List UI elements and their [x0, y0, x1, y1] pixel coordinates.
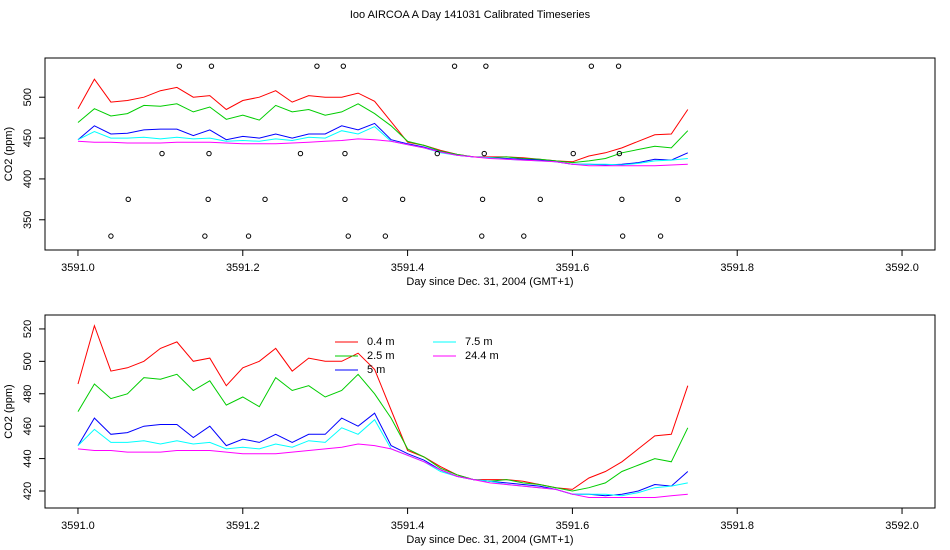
- point: [108, 233, 114, 239]
- x-tick-label: 3591.8: [720, 262, 754, 274]
- y-tick-label: 500: [22, 88, 34, 106]
- point: [479, 196, 486, 203]
- point: [479, 233, 485, 239]
- point: [340, 63, 347, 69]
- y-tick-label: 480: [22, 385, 34, 403]
- x-tick-label: 3592.0: [885, 262, 919, 274]
- point: [615, 63, 622, 69]
- x-tick-label: 3591.2: [226, 262, 260, 274]
- point: [206, 150, 212, 157]
- legend-label: 7.5 m: [465, 336, 493, 348]
- x-axis-label: Day since Dec. 31, 2004 (GMT+1): [406, 534, 573, 546]
- point: [342, 150, 348, 157]
- y-tick-label: 400: [22, 170, 34, 188]
- y-tick-label: 520: [22, 320, 34, 338]
- series-line: [77, 126, 688, 166]
- y-tick-label: 420: [22, 482, 34, 500]
- point: [483, 63, 489, 69]
- x-tick-label: 3591.6: [556, 262, 590, 274]
- series-line: [77, 138, 688, 167]
- point: [159, 150, 165, 157]
- point: [125, 196, 131, 203]
- point: [208, 63, 215, 69]
- point: [202, 233, 208, 239]
- series-line: [77, 412, 689, 497]
- point: [616, 150, 623, 157]
- point: [297, 150, 304, 157]
- y-tick-label: 500: [22, 352, 34, 370]
- y-tick-label: 350: [22, 211, 34, 229]
- series-line: [77, 373, 689, 492]
- y-axis-label: CO2 (ppm): [3, 127, 15, 181]
- point: [345, 233, 351, 239]
- point: [537, 196, 543, 203]
- point: [588, 63, 595, 69]
- legend-label: 2.5 m: [367, 350, 395, 362]
- point: [434, 150, 440, 157]
- point: [675, 196, 681, 203]
- series-line: [77, 103, 689, 164]
- x-tick-label: 3591.6: [556, 520, 590, 532]
- x-tick-label: 3591.4: [391, 520, 425, 532]
- x-tick-label: 3591.2: [226, 520, 260, 532]
- x-tick-label: 3591.4: [391, 262, 425, 274]
- series-line: [77, 324, 689, 490]
- point: [619, 233, 626, 239]
- chart-title: Ioo AIRCOA A Day 141031 Calibrated Times…: [350, 9, 591, 21]
- plot-box: [44, 57, 936, 251]
- point: [481, 150, 487, 157]
- series-line: [77, 122, 689, 166]
- plot-box: [44, 314, 936, 509]
- point: [314, 63, 320, 69]
- legend-label: 0.4 m: [367, 336, 395, 348]
- y-axis-label: CO2 (ppm): [3, 384, 15, 438]
- legend-label: 24.4 m: [465, 350, 499, 362]
- point: [619, 196, 625, 203]
- y-tick-label: 450: [22, 129, 34, 147]
- x-tick-label: 3591.0: [61, 262, 95, 274]
- series-line: [77, 78, 689, 163]
- y-tick-label: 460: [22, 417, 34, 435]
- point: [399, 196, 406, 203]
- point: [521, 233, 527, 239]
- legend-label: 5 m: [367, 364, 385, 376]
- series-line: [77, 418, 688, 497]
- point: [205, 196, 211, 203]
- point: [245, 233, 252, 239]
- point: [451, 63, 458, 69]
- x-tick-label: 3592.0: [885, 520, 919, 532]
- y-tick-label: 440: [22, 449, 34, 467]
- x-tick-label: 3591.0: [61, 520, 95, 532]
- point: [342, 196, 348, 203]
- x-axis-label: Day since Dec. 31, 2004 (GMT+1): [406, 276, 573, 288]
- point: [657, 233, 664, 239]
- series-line: [77, 443, 688, 498]
- point: [382, 233, 389, 239]
- point: [570, 150, 576, 157]
- x-tick-label: 3591.8: [720, 520, 754, 532]
- point: [262, 196, 268, 203]
- point: [176, 63, 183, 69]
